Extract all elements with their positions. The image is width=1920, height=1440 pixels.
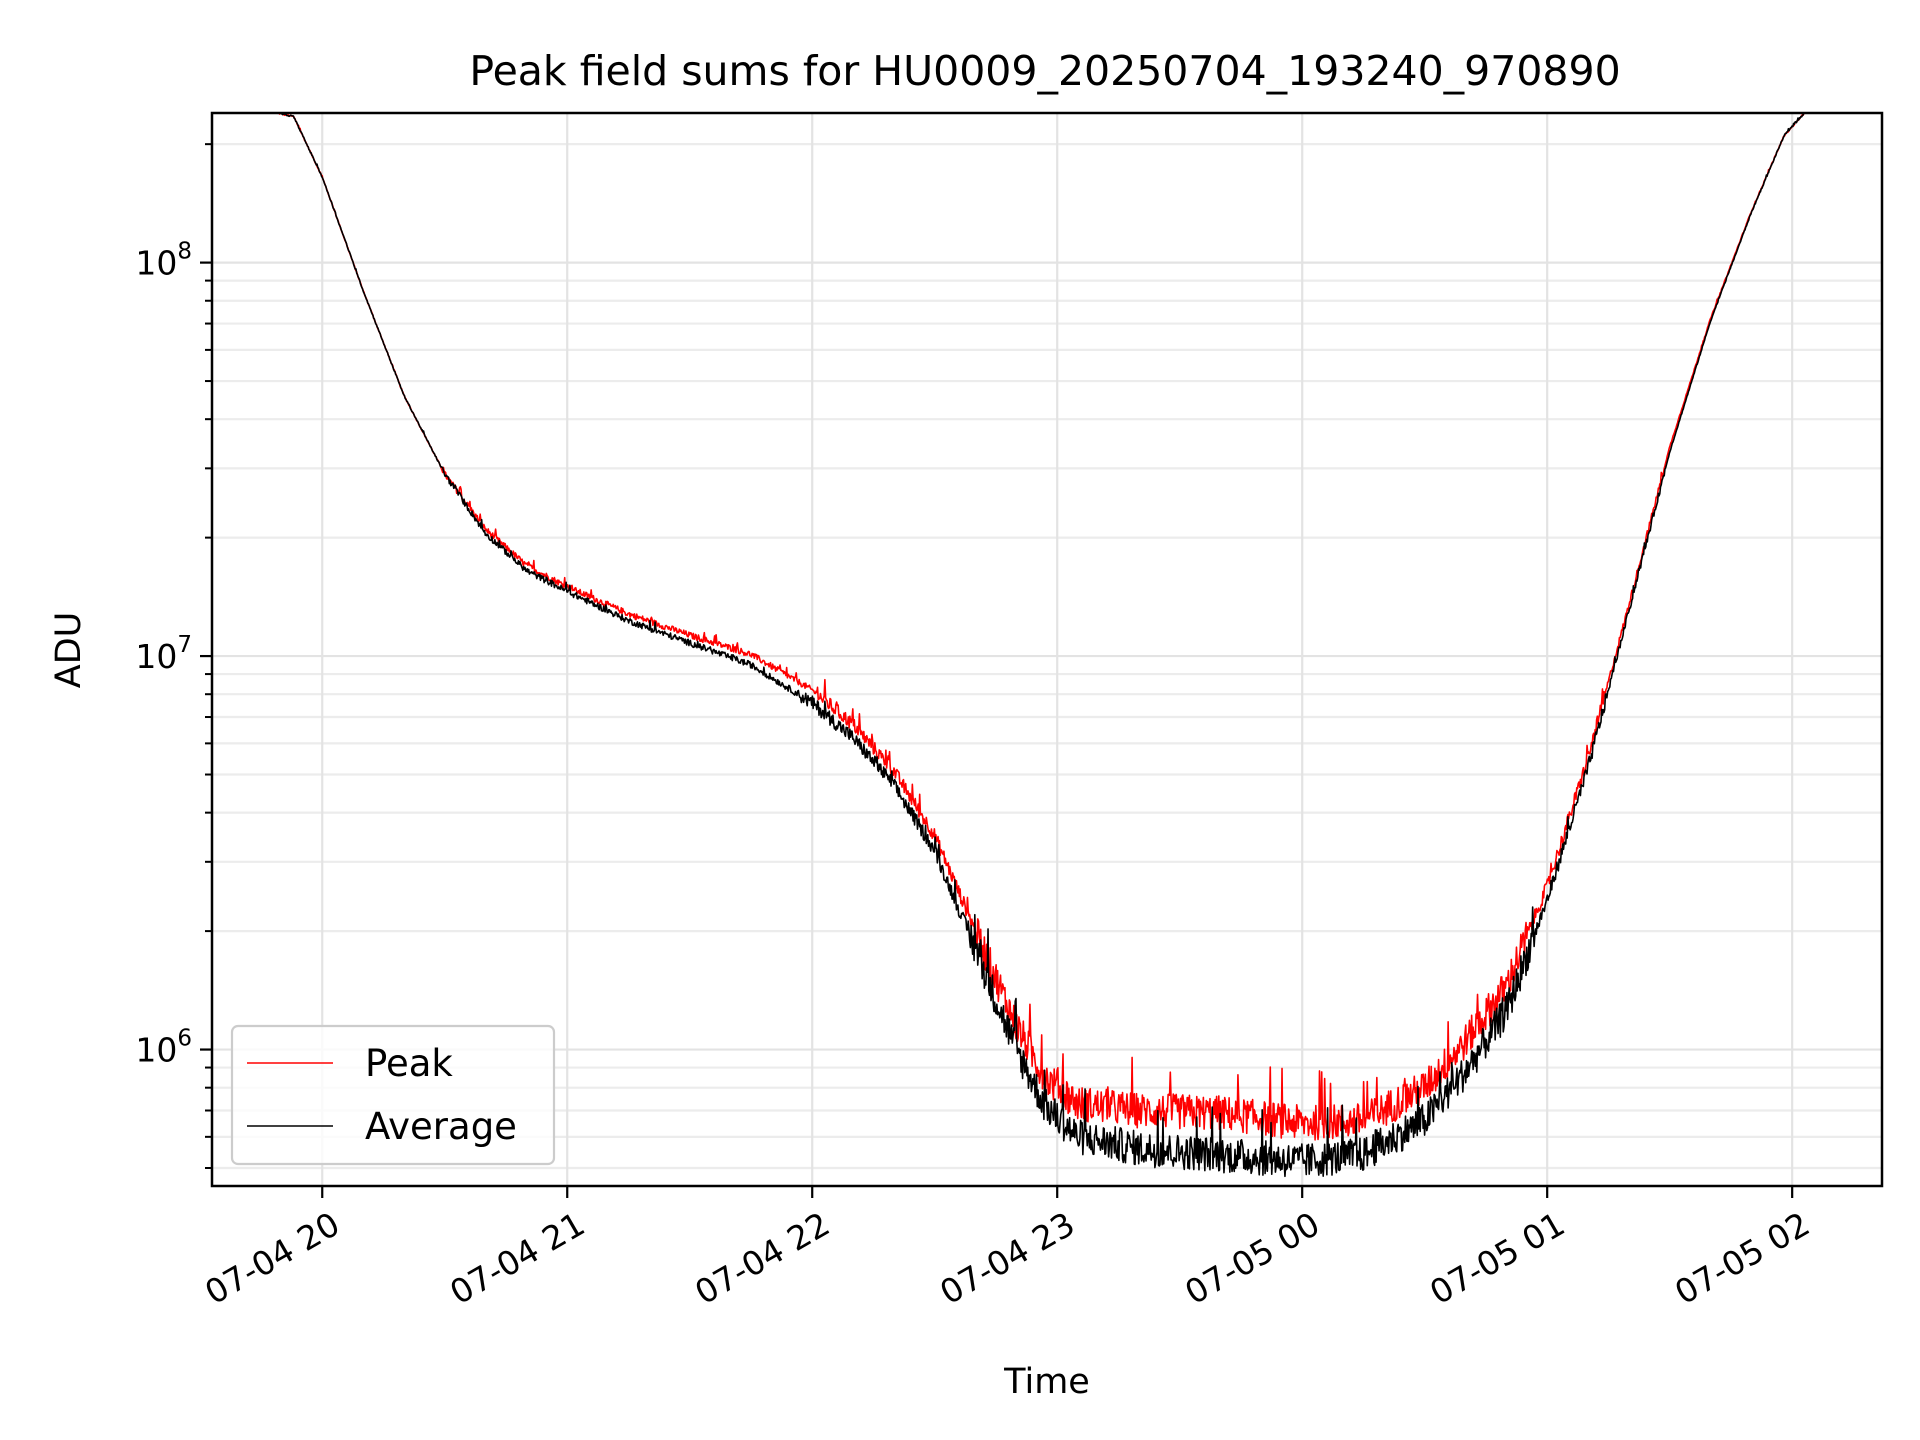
- legend-box: [230, 1024, 556, 1166]
- series-layer: [276, 113, 1805, 1178]
- x-axis-label: Time: [1003, 1362, 1090, 1402]
- legend-label-peak: Peak: [365, 1042, 453, 1085]
- plot-frame: [210, 111, 1884, 1188]
- series-line-peak: [277, 113, 1805, 1141]
- y-tick-label: 107: [135, 632, 192, 676]
- y-tick-label: 108: [135, 239, 192, 283]
- legend-label-average: Average: [365, 1105, 517, 1148]
- grid: [212, 113, 1882, 1186]
- legend: Peak Average: [230, 1024, 556, 1166]
- y-tick-label: 106: [135, 1026, 192, 1070]
- chart-title: Peak field sums for HU0009_20250704_1932…: [469, 47, 1620, 95]
- y-axis-label: ADU: [49, 612, 89, 689]
- series-line-average: [276, 113, 1805, 1178]
